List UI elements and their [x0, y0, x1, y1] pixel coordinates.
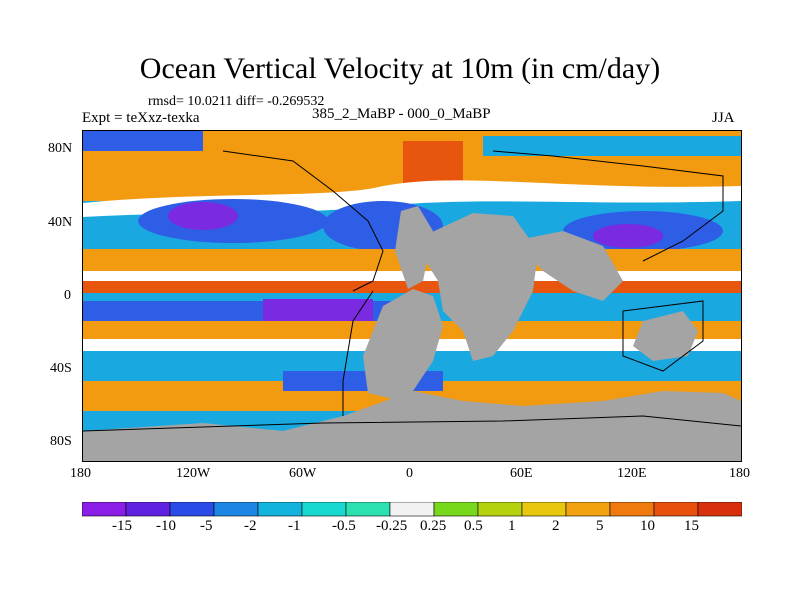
coast-antarctica [83, 415, 741, 432]
y-tick-80s: 80S [50, 434, 72, 449]
colorbar-swatch [653, 501, 699, 517]
x-tick-60e: 60E [510, 466, 533, 481]
land-africa [413, 213, 538, 361]
field-eq-purple [263, 299, 373, 324]
land-north-america-east [395, 206, 433, 289]
x-tick-0: 0 [406, 466, 413, 481]
x-tick-120w: 120W [176, 466, 211, 481]
coast-north-america [222, 150, 384, 292]
land-south-america [363, 289, 443, 399]
difference-label: 385_2_MaBP - 000_0_MaBP [312, 106, 491, 122]
colorbar-label: -1 [288, 518, 301, 534]
colorbar-label: -10 [156, 518, 176, 534]
field-arctic-down-west [83, 131, 203, 151]
field-wpacific-gyre-core [593, 224, 663, 248]
colorbar-label: 0.5 [464, 518, 483, 534]
colorbar [81, 501, 743, 523]
land-middle-east [513, 231, 623, 301]
land-australia [633, 311, 698, 361]
colorbar-label: 2 [552, 518, 560, 534]
x-tick-180e: 180 [729, 466, 750, 481]
colorbar-swatch [257, 501, 303, 517]
colorbar-swatch [697, 501, 743, 517]
land-antarctica [83, 391, 741, 461]
colorbar-label: 1 [508, 518, 516, 534]
y-tick-40s: 40S [50, 361, 72, 376]
colorbar-swatch [433, 501, 479, 517]
y-tick-40n: 40N [48, 215, 73, 230]
colorbar-label: -2 [244, 518, 257, 534]
colorbar-label: -0.25 [376, 518, 408, 534]
colorbar-swatch [301, 501, 347, 517]
colorbar-label: -5 [200, 518, 213, 534]
colorbar-label: 15 [684, 518, 699, 534]
x-tick-120e: 120E [617, 466, 647, 481]
colorbar-swatch [169, 501, 215, 517]
y-tick-80n: 80N [48, 141, 73, 156]
colorbar-label: -15 [112, 518, 132, 534]
colorbar-swatch [477, 501, 523, 517]
colorbar-swatch [213, 501, 259, 517]
field-npacific-gyre-core [168, 202, 238, 230]
colorbar-swatch [609, 501, 655, 517]
season-label: JJA [712, 110, 735, 126]
colorbar-swatch [389, 501, 435, 517]
y-tick-0: 0 [64, 288, 71, 303]
velocity-map [83, 131, 741, 461]
experiment-label: Expt = teXxz-texka [82, 110, 200, 126]
colorbar-swatch [125, 501, 171, 517]
coast-australia [622, 300, 704, 372]
colorbar-label: 0.25 [420, 518, 447, 534]
coast-south-america-west [342, 290, 374, 416]
stats-line: rmsd= 10.0211 diff= -0.269532 [148, 94, 325, 109]
colorbar-label: 5 [596, 518, 604, 534]
x-tick-60w: 60W [289, 466, 317, 481]
colorbar-labels: -15 -10 -5 -2 -1 -0.5 -0.25 0.25 0.5 1 2 5 10 15 [82, 518, 742, 542]
coast-eurasia [492, 150, 724, 262]
colorbar-strip [81, 501, 743, 517]
colorbar-swatch [345, 501, 391, 517]
plot-title: Ocean Vertical Velocity at 10m (in cm/da… [139, 52, 661, 85]
colorbar-swatch [521, 501, 567, 517]
field-arctic-down-east [483, 136, 741, 156]
map-panel [82, 130, 742, 462]
x-tick-180w: 180 [70, 466, 91, 481]
colorbar-swatch [81, 501, 127, 517]
colorbar-label: -0.5 [332, 518, 356, 534]
colorbar-label: 10 [640, 518, 655, 534]
colorbar-swatch [565, 501, 611, 517]
